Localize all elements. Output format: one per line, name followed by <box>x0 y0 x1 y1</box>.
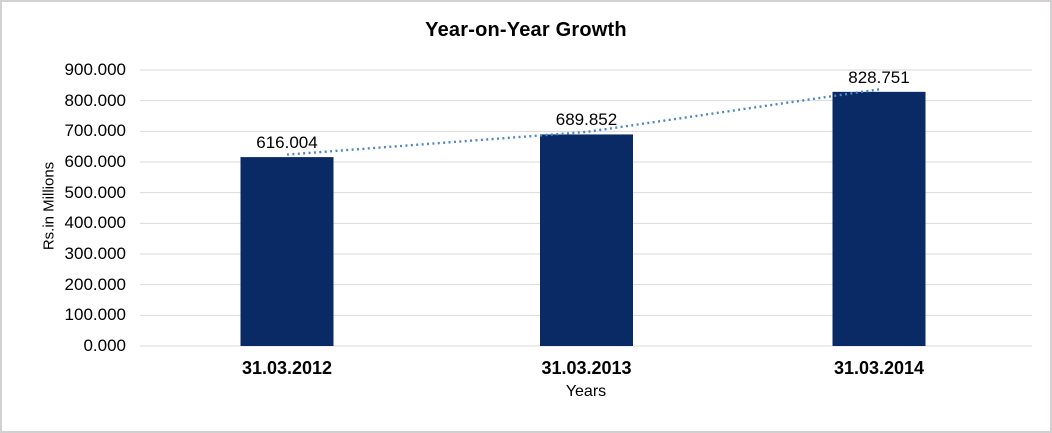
data-label-31.03.2013: 689.852 <box>555 110 618 130</box>
x-axis-title: Years <box>565 383 607 400</box>
x-tick-31.03.2014: 31.03.2014 <box>833 358 925 378</box>
y-tick-0.000: 0.000 <box>83 336 126 355</box>
y-tick-300.000: 300.000 <box>64 244 126 263</box>
data-label-31.03.2012: 616.004 <box>256 133 318 153</box>
y-tick-200.000: 200.000 <box>64 274 126 294</box>
trendline[interactable] <box>286 88 880 156</box>
y-tick-400.000: 400.000 <box>64 213 126 233</box>
y-tick-800.000: 800.000 <box>64 90 126 110</box>
bar-31.03.2014[interactable] <box>832 91 926 346</box>
y-tick-100.000: 100.000 <box>64 305 126 325</box>
chart-title: Year-on-Year Growth <box>425 19 627 41</box>
x-tick-31.03.2012: 31.03.2012 <box>241 358 333 378</box>
y-tick-600.000: 600.000 <box>64 152 126 171</box>
x-tick-31.03.2013: 31.03.2013 <box>541 358 632 378</box>
y-tick-900.000: 900.000 <box>64 60 126 79</box>
y-axis-title-text: Rs.in Millions <box>40 161 58 251</box>
y-tick-700.000: 700.000 <box>64 121 126 141</box>
y-tick-500.000: 500.000 <box>64 182 126 202</box>
bar-31.03.2013[interactable] <box>540 134 633 346</box>
bar-31.03.2012[interactable] <box>240 157 334 346</box>
data-label-31.03.2014: 828.751 <box>848 67 910 87</box>
